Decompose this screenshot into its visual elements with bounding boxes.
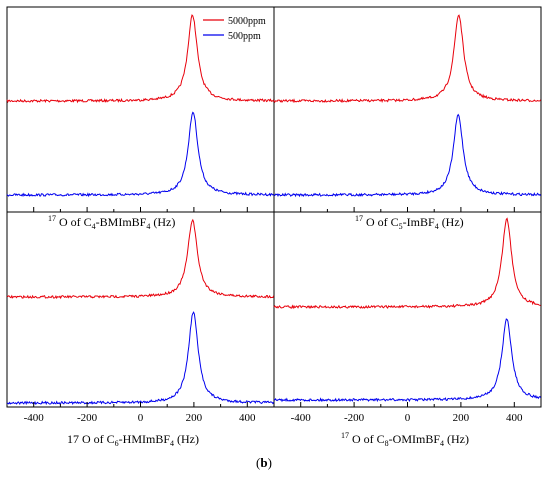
axis-label-bottom-right: 17 O of C8-OMImBF4 (Hz) bbox=[341, 431, 469, 448]
spectrum-traces bbox=[6, 14, 542, 406]
spectrum-line-top-left-5000ppm bbox=[6, 14, 275, 104]
panel-frame-bottom-left bbox=[6, 211, 275, 408]
tick-label: 0 bbox=[405, 412, 411, 424]
tick-label: 200 bbox=[453, 412, 470, 424]
spectrum-line-bottom-left-500ppm bbox=[6, 311, 275, 406]
legend-label-500ppm: 500ppm bbox=[228, 31, 261, 42]
axis-label-top-left: 17 O of C4-BMImBF4 (Hz) bbox=[48, 214, 175, 231]
axis-ticks: -400 -200 0 200 400 -400 -200 0 200 400 bbox=[6, 207, 542, 424]
tick-label: 0 bbox=[138, 412, 144, 424]
spectrum-line-bottom-right-5000ppm bbox=[273, 217, 541, 310]
tick-label: 200 bbox=[186, 412, 203, 424]
axis-label-top-right: 17 O of C5-ImBF4 (Hz) bbox=[355, 214, 464, 231]
subfigure-label: (b) bbox=[256, 455, 272, 470]
tick-label: 400 bbox=[506, 412, 523, 424]
spectrum-line-top-right-500ppm bbox=[273, 113, 542, 198]
tick-label: 400 bbox=[239, 412, 256, 424]
tick-label: -200 bbox=[344, 412, 365, 424]
legend-label-5000ppm: 5000ppm bbox=[228, 16, 266, 27]
tick-label: -400 bbox=[291, 412, 312, 424]
spectrum-line-bottom-right-500ppm bbox=[273, 318, 542, 403]
tick-label: -400 bbox=[24, 412, 45, 424]
spectrum-line-top-left-500ppm bbox=[6, 111, 274, 198]
panel-frame-top-right bbox=[273, 6, 542, 213]
panel-frame-bottom-right bbox=[273, 211, 542, 408]
axis-label-bottom-left: 17 O of C6-HMImBF4 (Hz) bbox=[67, 432, 199, 448]
tick-label: -200 bbox=[77, 412, 98, 424]
legend: 5000ppm 500ppm bbox=[203, 16, 266, 42]
spectrum-line-top-right-5000ppm bbox=[273, 14, 542, 104]
spectrum-line-bottom-left-5000ppm bbox=[6, 218, 275, 300]
